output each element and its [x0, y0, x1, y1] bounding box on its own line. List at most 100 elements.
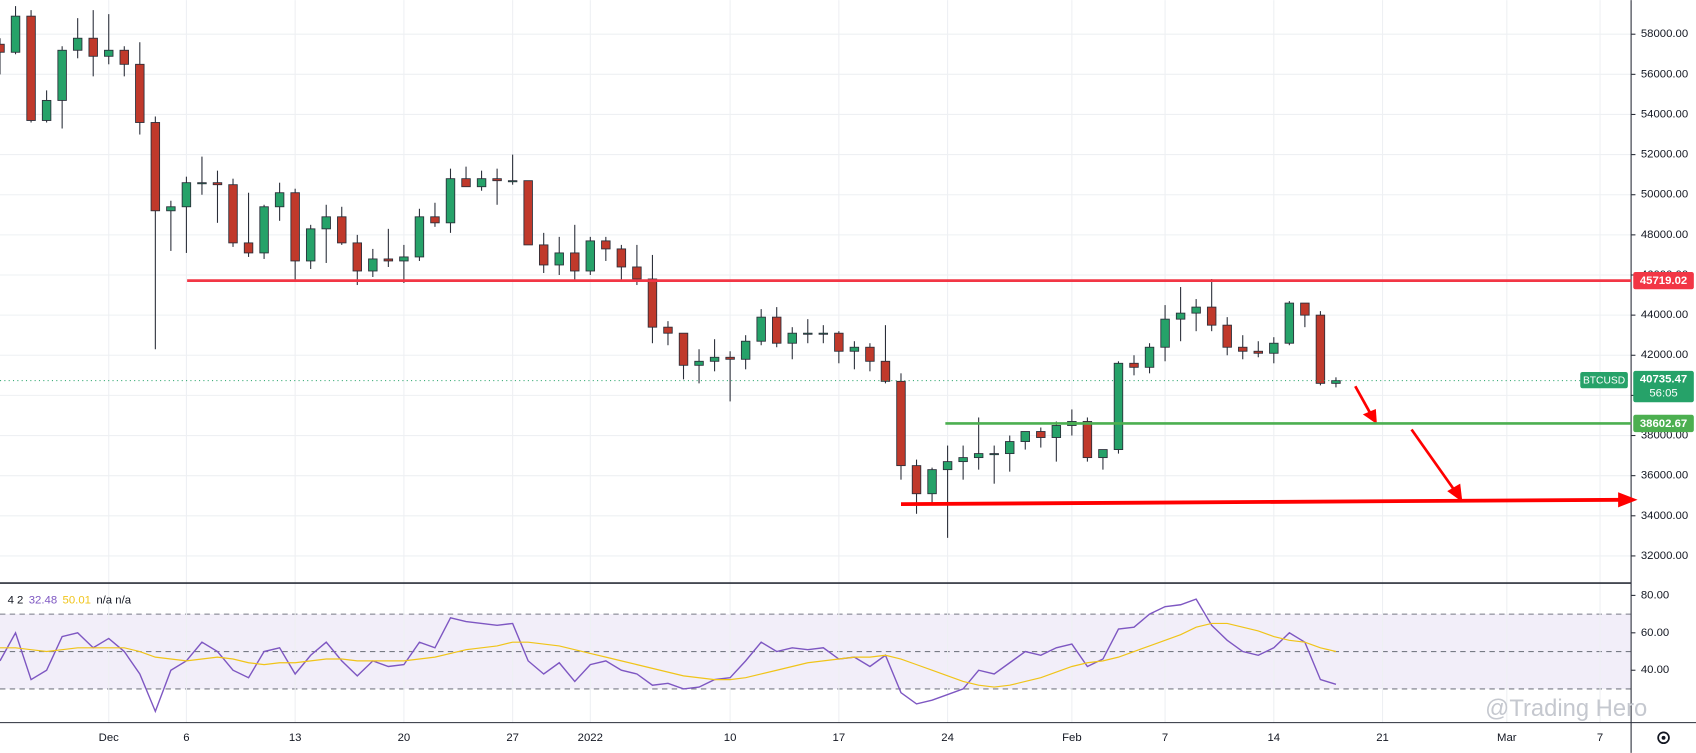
candle-body	[1331, 380, 1341, 384]
candle-body	[445, 178, 456, 224]
x-tick-label: 2022	[578, 732, 603, 744]
candle-body	[1020, 431, 1030, 442]
x-tick-label: 14	[1268, 732, 1281, 744]
candle-body	[803, 332, 813, 335]
candle-body	[1129, 362, 1139, 368]
candle-body	[368, 258, 378, 272]
candle-body	[1160, 318, 1170, 348]
candle-body	[772, 316, 782, 344]
indicator-value: 50.01	[63, 594, 91, 606]
candle-body	[896, 380, 906, 467]
rsi-line	[0, 622, 1337, 688]
candle-body	[570, 252, 580, 272]
candle-body	[1082, 421, 1093, 459]
candle-body	[383, 258, 394, 262]
candle-body	[41, 99, 52, 121]
candle-body	[0, 43, 5, 53]
arrow-line	[1354, 385, 1373, 417]
candle-body	[414, 216, 425, 258]
candle-body	[834, 332, 844, 352]
candle-body	[1051, 425, 1062, 438]
candle-body	[740, 340, 751, 360]
candle-body	[787, 332, 797, 344]
candle-body	[337, 216, 347, 244]
y-tick-label: 44000.00	[1641, 309, 1688, 321]
candle-body	[1284, 302, 1295, 344]
candle-body	[26, 15, 36, 121]
candle-body	[1315, 314, 1326, 384]
x-tick-label: 7	[1597, 732, 1603, 744]
candle-body	[1300, 302, 1310, 316]
candle-body	[663, 326, 673, 334]
candle-body	[989, 453, 999, 456]
y-tick-label: 32000.00	[1641, 550, 1688, 562]
countdown-label: 56:05	[1649, 388, 1677, 400]
candle-body	[476, 178, 487, 188]
candle-body	[1238, 346, 1248, 352]
x-tick-label: Dec	[99, 732, 120, 744]
candle-body	[1113, 362, 1124, 451]
level-badge	[1633, 414, 1694, 433]
candle-body	[57, 49, 67, 101]
gear-center[interactable]	[1661, 735, 1666, 740]
candle-body	[150, 122, 161, 212]
candle-body	[259, 206, 269, 254]
level-label: 45719.02	[1640, 275, 1687, 287]
candle-body	[523, 180, 533, 246]
candle-body	[430, 216, 440, 224]
symbol-label: BTCUSD	[1583, 375, 1625, 386]
settings-icon[interactable]	[1657, 731, 1670, 745]
x-tick-label: 27	[506, 732, 519, 744]
level-label: 38602.67	[1640, 418, 1687, 430]
candle-body	[1253, 350, 1263, 354]
indicator-legend: 4 2 32.48 50.01 n/a n/a	[8, 594, 132, 606]
candle-body	[352, 242, 362, 272]
candle-body	[973, 453, 984, 459]
candle-body	[507, 180, 518, 183]
candle-body	[616, 248, 627, 268]
candle-body	[538, 244, 549, 266]
candle-body	[88, 37, 98, 57]
candle-body	[399, 256, 409, 262]
overlay: 45719.02 38602.67 BTCUSD 40735.47 56:05 4 2 32…	[0, 271, 1694, 606]
x-tick-label: 17	[833, 732, 846, 744]
arrow-line	[1410, 428, 1457, 494]
candle-body	[72, 37, 83, 51]
y-tick-label: 54000.00	[1641, 108, 1688, 120]
candle-body	[958, 457, 968, 463]
gear[interactable]	[1657, 731, 1670, 745]
candle-body	[1098, 449, 1108, 459]
candle-body	[321, 216, 331, 230]
x-tick-label: 6	[183, 732, 189, 744]
candle-body	[197, 182, 207, 185]
candle-body	[554, 252, 564, 266]
candle-body	[911, 465, 922, 495]
candle-body	[1222, 324, 1232, 348]
candle-body	[678, 332, 689, 366]
candle-body	[1175, 312, 1186, 320]
y-tick-label: 56000.00	[1641, 68, 1688, 80]
candle-body	[212, 182, 223, 186]
rsi-band	[0, 614, 1632, 689]
candle-body	[880, 360, 891, 382]
x-tick-label: 7	[1162, 732, 1168, 744]
price-label: 40735.47	[1640, 374, 1687, 386]
x-tick-label: 10	[724, 732, 737, 744]
arrow-head	[1447, 483, 1463, 502]
arrow-line	[900, 497, 1623, 507]
candle-body	[601, 240, 611, 250]
candle-body	[927, 469, 937, 495]
candle-body	[1036, 431, 1046, 438]
candle-body	[274, 192, 285, 208]
x-tick-label: 21	[1376, 732, 1389, 744]
candle-body	[228, 184, 238, 244]
candle-body	[1206, 306, 1217, 326]
candle-body	[461, 178, 471, 188]
candle-body	[725, 356, 735, 360]
y-tick-label: 52000.00	[1641, 149, 1688, 161]
candle-body	[818, 332, 829, 335]
